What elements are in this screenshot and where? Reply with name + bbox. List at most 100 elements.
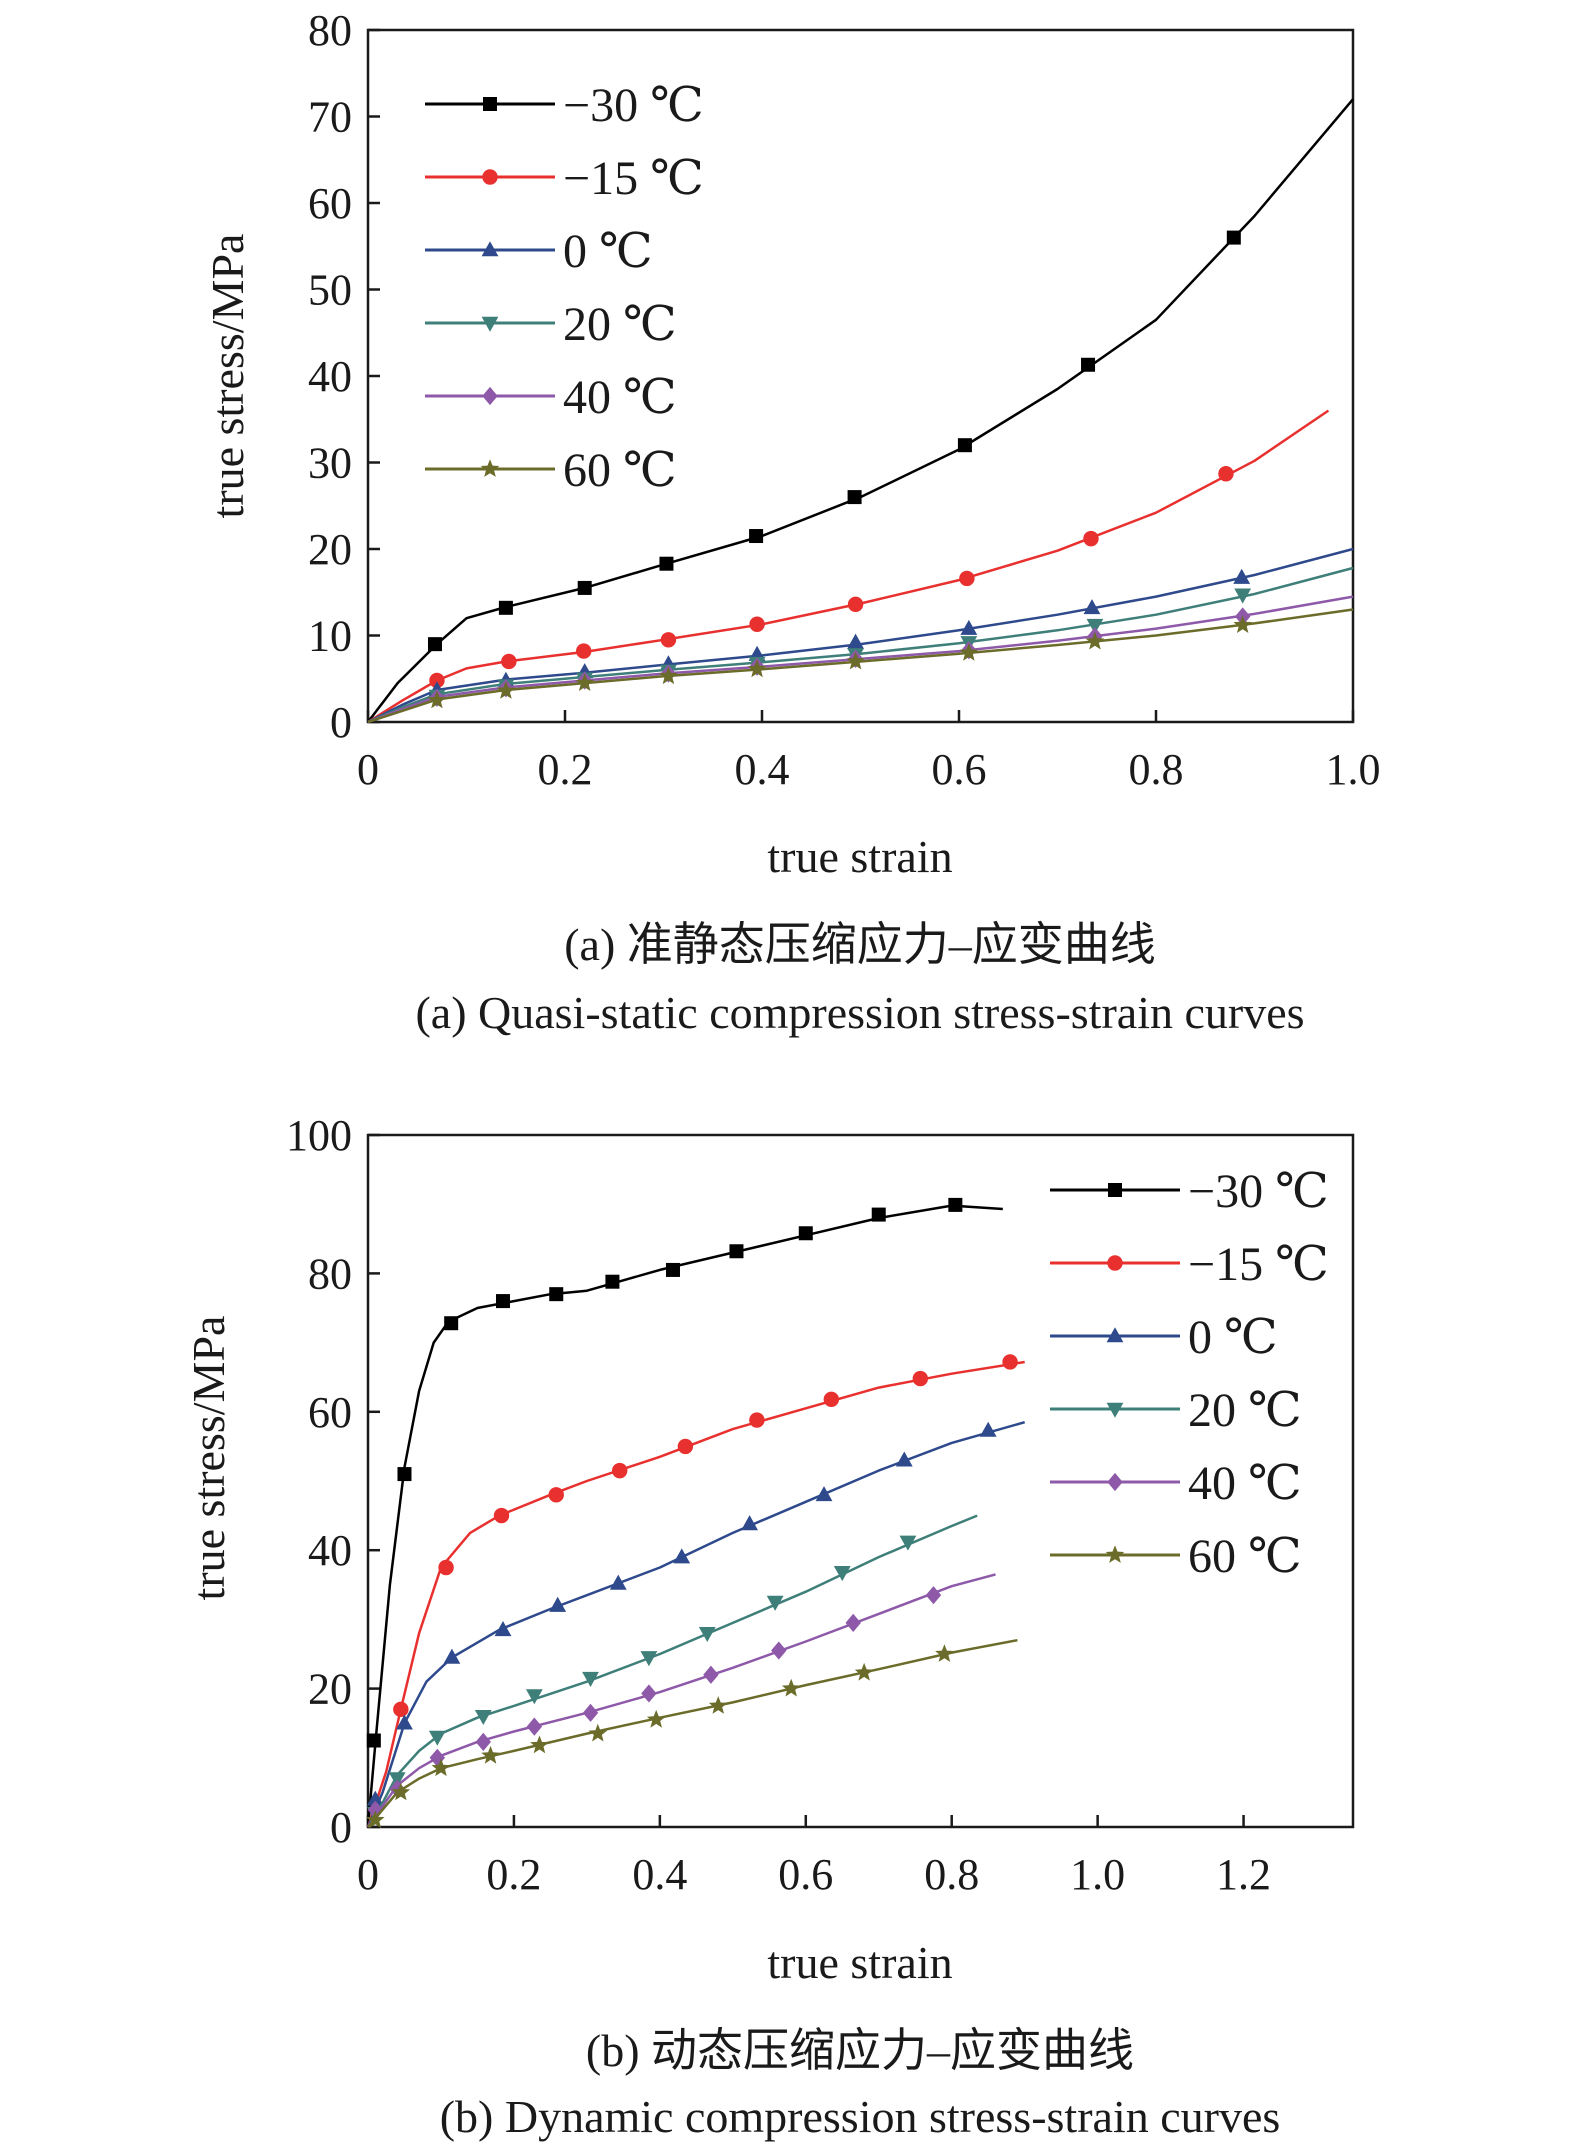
- chart-b-data-point: [431, 1758, 451, 1777]
- chart-a-legend-marker: [481, 316, 499, 332]
- chart-b-y-tick-label: 60: [308, 1388, 352, 1437]
- chart-b-ylabel: true stress/MPa: [183, 1316, 234, 1601]
- chart-a-data-point: [429, 672, 445, 689]
- chart-b-data-point: [481, 1745, 500, 1764]
- chart-a-data-point: [576, 643, 592, 659]
- chart-b-y-tick-label: 0: [330, 1803, 352, 1852]
- chart-a-data-point: [575, 673, 594, 691]
- chart-b-data-point: [677, 1438, 694, 1455]
- chart-b-data-point: [979, 1421, 997, 1437]
- chart-a-data-point: [501, 653, 517, 670]
- chart-b-data-point: [798, 1226, 813, 1241]
- chart-a-data-point: [1085, 631, 1105, 650]
- chart-b-x-tick-label: 0: [357, 1850, 379, 1899]
- chart-b-data-point: [845, 1613, 861, 1632]
- chart-b-data-point: [673, 1548, 691, 1564]
- chart-a-x-tick-label: 0.2: [538, 745, 593, 794]
- chart-b-data-point: [548, 1487, 564, 1503]
- chart-a-data-point: [847, 490, 862, 505]
- chart-b-legend-label: 40 ℃: [1188, 1457, 1302, 1510]
- chart-b-y-tick-label: 80: [308, 1249, 352, 1298]
- chart-a-legend-marker: [482, 386, 498, 406]
- chart-b-data-point: [396, 1714, 413, 1730]
- chart-a-plot-area: [366, 28, 1355, 724]
- chart-b-data-point: [438, 1559, 454, 1576]
- chart-b-data-point: [549, 1596, 567, 1612]
- chart-b-data-point: [703, 1665, 719, 1684]
- chart-a-caption-en: (a) Quasi-static compression stress-stra…: [415, 987, 1304, 1038]
- chart-a-y-tick-label: 80: [308, 6, 352, 55]
- chart-b-data-point: [549, 1287, 564, 1302]
- chart-b-ticks: 0 0.2 0.4 0.6 0.8 1.0 1.2 0 20 40 60 80 100: [286, 1111, 1271, 1899]
- chart-a-y-tick-label: 50: [308, 266, 352, 315]
- chart-a-y-tick-label: 0: [330, 698, 352, 747]
- chart-a-legend-marker: [482, 169, 498, 185]
- chart-b-x-tick-label: 0.8: [924, 1850, 979, 1899]
- chart-b-data-point: [525, 1689, 543, 1705]
- chart-a-x-tick-label: 1.0: [1326, 745, 1381, 794]
- chart-a-data-point: [1233, 568, 1251, 584]
- chart-b-data-point: [708, 1696, 728, 1714]
- chart-b-data-point: [391, 1782, 411, 1801]
- chart-a-data-point: [846, 651, 865, 670]
- chart-b-data-point: [854, 1662, 874, 1681]
- chart-a-y-tick-label: 20: [308, 525, 352, 574]
- chart-b-legend-marker: [1108, 1183, 1122, 1197]
- chart-a-data-point: [847, 633, 864, 649]
- chart-b-series-line-3: [366, 1514, 978, 1828]
- chart-a-y-tick-label: 60: [308, 179, 352, 228]
- chart-b-x-tick-label: 0.2: [486, 1850, 541, 1899]
- chart-b-legend-marker: [1106, 1327, 1124, 1343]
- chart-a-legend-label: 20 ℃: [563, 298, 677, 351]
- chart-a-series-line-2: [367, 547, 1354, 724]
- chart-b-legend-label: 60 ℃: [1188, 1530, 1302, 1583]
- chart-a-data-point: [427, 637, 442, 652]
- chart-b-data-point: [588, 1723, 608, 1742]
- chart-b-data-point: [698, 1626, 716, 1642]
- chart-b-data-point: [582, 1703, 599, 1722]
- chart-a-data-point: [1086, 618, 1104, 634]
- chart-b-data-point: [948, 1197, 963, 1212]
- chart-a-legend-marker: [483, 97, 497, 111]
- chart-b-data-point: [475, 1732, 491, 1751]
- chart-b-y-tick-label: 100: [286, 1111, 352, 1160]
- chart-a-data-point: [1083, 599, 1101, 615]
- chart-b-data-point: [665, 1262, 680, 1277]
- chart-b-series-line-2: [366, 1420, 1026, 1828]
- chart-a-legend-label: 60 ℃: [563, 444, 677, 497]
- chart-b-legend-marker: [1105, 1545, 1125, 1563]
- chart-a-data-point: [847, 596, 864, 613]
- chart-a-data-point: [496, 681, 516, 699]
- chart-b-data-point: [871, 1207, 886, 1222]
- chart-a-y-tick-label: 10: [308, 612, 352, 661]
- chart-a-legend-label: 0 ℃: [563, 225, 653, 278]
- chart-a-legend: −30 ℃ −15 ℃ 0 ℃ 20 ℃ 40 ℃ 60 ℃: [425, 79, 704, 497]
- chart-b-y-tick-label: 20: [308, 1665, 352, 1714]
- chart-b-data-point: [444, 1316, 459, 1331]
- chart-a-data-point: [1226, 230, 1241, 245]
- chart-b-data-point: [823, 1391, 840, 1408]
- chart-b-data-point: [494, 1621, 512, 1637]
- chart-b-data-point: [641, 1684, 657, 1703]
- chart-b-data-point: [935, 1644, 954, 1662]
- chart-a-data-point: [960, 619, 978, 635]
- chart-b-data-point: [781, 1678, 801, 1697]
- chart-b-data-point: [526, 1717, 543, 1736]
- chart-a-data-point: [659, 666, 678, 685]
- chart-b-data-point: [646, 1709, 666, 1728]
- chart-b-x-tick-label: 0.6: [778, 1850, 833, 1899]
- chart-a-data-point: [659, 556, 674, 571]
- chart-a-data-point: [660, 632, 677, 648]
- chart-b-data-point: [393, 1701, 409, 1718]
- chart-a-data-point: [577, 580, 592, 595]
- chart-a-x-tick-label: 0.4: [735, 745, 790, 794]
- chart-b-legend-marker: [1107, 1255, 1123, 1271]
- chart-a-data-point: [427, 690, 447, 709]
- chart-a-data-point: [1218, 466, 1234, 482]
- chart-b-xlabel: true strain: [767, 1937, 952, 1988]
- chart-b-data-point: [771, 1641, 787, 1660]
- chart-b-plot-area: [366, 1133, 1355, 1829]
- chart-b-data-point: [640, 1651, 658, 1667]
- chart-a-ticks: 0 0.2 0.4 0.6 0.8 1.0 0 10 20 30 40 50 60 70 80: [308, 6, 1381, 794]
- chart-a-data-point: [1081, 357, 1096, 372]
